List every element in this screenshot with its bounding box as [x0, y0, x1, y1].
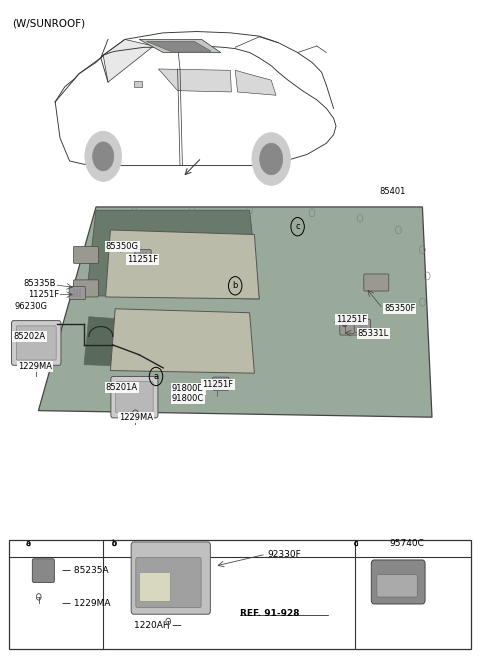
FancyBboxPatch shape [364, 274, 389, 291]
Text: b: b [111, 539, 117, 548]
FancyBboxPatch shape [140, 572, 170, 601]
Text: 85401: 85401 [379, 187, 406, 196]
Text: c: c [295, 222, 300, 231]
Polygon shape [110, 309, 254, 373]
Text: 11251F: 11251F [127, 255, 158, 264]
Text: a: a [154, 372, 158, 381]
Text: 91800D: 91800D [172, 384, 204, 394]
Text: b: b [232, 281, 238, 290]
FancyBboxPatch shape [377, 575, 417, 597]
Text: 85335B: 85335B [23, 279, 56, 288]
FancyBboxPatch shape [136, 558, 201, 608]
Text: 1220AH —: 1220AH — [134, 621, 182, 629]
Polygon shape [86, 210, 259, 299]
Polygon shape [106, 230, 259, 299]
FancyBboxPatch shape [354, 319, 371, 332]
FancyBboxPatch shape [340, 318, 365, 335]
Text: 1229MA: 1229MA [18, 362, 52, 371]
Text: (W/SUNROOF): (W/SUNROOF) [12, 18, 85, 28]
Polygon shape [134, 81, 142, 87]
Text: 11251F: 11251F [28, 290, 59, 300]
Text: 1229MA: 1229MA [119, 413, 153, 422]
Text: 96230G: 96230G [14, 302, 48, 311]
FancyBboxPatch shape [372, 560, 425, 604]
Text: 85202A: 85202A [13, 332, 46, 341]
Polygon shape [38, 207, 432, 417]
FancyBboxPatch shape [12, 321, 61, 365]
Text: 85331L: 85331L [358, 329, 389, 338]
FancyBboxPatch shape [116, 382, 153, 413]
Bar [9, 540, 471, 649]
Circle shape [215, 382, 219, 389]
FancyBboxPatch shape [73, 246, 98, 263]
Text: 11251F: 11251F [203, 380, 234, 389]
Polygon shape [139, 39, 221, 53]
Polygon shape [158, 69, 231, 92]
Text: 11251F: 11251F [336, 315, 367, 324]
Text: 85350G: 85350G [106, 242, 139, 251]
FancyBboxPatch shape [135, 250, 151, 263]
Text: — 1229MA: — 1229MA [62, 599, 110, 608]
Circle shape [252, 133, 290, 185]
Text: 85350F: 85350F [384, 304, 415, 313]
Polygon shape [84, 317, 166, 368]
Polygon shape [235, 70, 276, 95]
FancyBboxPatch shape [32, 558, 54, 582]
Text: 92330F: 92330F [268, 550, 301, 558]
FancyBboxPatch shape [111, 376, 158, 418]
Text: — 85235A: — 85235A [62, 566, 108, 575]
Circle shape [93, 142, 114, 171]
FancyBboxPatch shape [213, 377, 229, 390]
FancyBboxPatch shape [16, 326, 56, 360]
Text: c: c [354, 539, 359, 548]
FancyBboxPatch shape [73, 280, 98, 297]
Text: a: a [26, 539, 31, 548]
Polygon shape [146, 41, 211, 51]
FancyBboxPatch shape [131, 542, 210, 614]
Text: 85201A: 85201A [106, 383, 138, 392]
Polygon shape [103, 39, 154, 82]
Text: 95740C: 95740C [389, 539, 424, 548]
Text: 91800C: 91800C [172, 394, 204, 403]
FancyBboxPatch shape [69, 286, 85, 300]
Text: REF. 91-928: REF. 91-928 [240, 608, 300, 618]
Circle shape [342, 320, 347, 327]
Circle shape [85, 131, 121, 181]
Circle shape [260, 143, 283, 175]
